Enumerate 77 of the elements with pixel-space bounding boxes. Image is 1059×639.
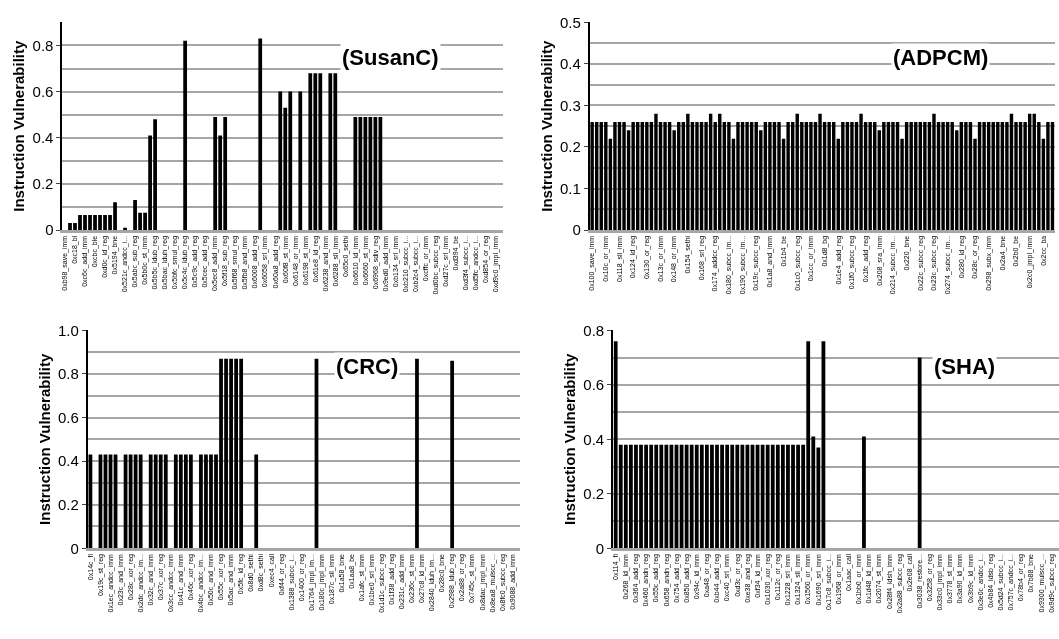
y-axis-title: Instruction Vulnerability: [561, 353, 579, 525]
bar: [996, 122, 1000, 231]
y-tick-label: 0.4: [58, 452, 79, 470]
bar: [183, 40, 188, 231]
y-tick-label: 0.1: [560, 179, 581, 197]
bar: [850, 122, 854, 231]
y-tick-label: 0.4: [560, 55, 581, 73]
bar: [415, 358, 419, 549]
bar: [298, 91, 303, 231]
bar: [213, 116, 218, 231]
bar: [923, 122, 927, 231]
y-tick-label: 0.2: [32, 175, 54, 193]
bar: [841, 122, 845, 231]
bar: [818, 113, 822, 231]
bar: [138, 454, 143, 549]
text: (CRC): [336, 354, 399, 379]
y-tick-label: 0.8: [58, 365, 79, 383]
y-tick-label: 0.6: [58, 408, 79, 426]
y-tick-label: 0.8: [583, 321, 605, 339]
y-tick-label: 0.2: [560, 138, 581, 156]
bar: [891, 122, 895, 231]
bar: [645, 122, 649, 231]
bar: [862, 436, 866, 549]
bar: [450, 360, 455, 549]
text: (SusanC): [342, 45, 439, 70]
y-tick-label: 0: [595, 539, 605, 557]
y-tick-label: 0.5: [560, 13, 581, 31]
bar: [736, 122, 740, 231]
y-tick-label: 0: [45, 221, 54, 239]
bar: [941, 122, 945, 231]
bar: [809, 122, 813, 231]
bar: [909, 122, 913, 231]
bar: [613, 122, 617, 231]
y-axis-title: Instruction Vulnerability: [35, 353, 53, 525]
bar: [786, 122, 790, 231]
bar: [932, 113, 936, 231]
bar: [882, 122, 886, 231]
text: (SHA): [934, 354, 996, 379]
y-tick-label: 0.3: [560, 96, 581, 114]
bar: [622, 122, 626, 231]
y-tick-label: 0.4: [32, 128, 54, 146]
bar: [917, 357, 922, 549]
y-tick-label: 0.2: [58, 495, 79, 513]
y-tick-label: 1.0: [58, 321, 79, 339]
y-axis-title: Instruction Vulnerability: [10, 39, 28, 212]
bar: [982, 122, 986, 231]
bar: [258, 38, 263, 231]
bar: [868, 122, 872, 231]
bar: [745, 122, 749, 231]
y-tick-label: 0: [572, 221, 581, 239]
bar: [686, 113, 690, 231]
bar: [353, 116, 358, 231]
bar: [663, 122, 667, 231]
bar: [278, 91, 283, 231]
bar: [631, 122, 635, 231]
y-tick-label: 0.2: [583, 485, 605, 503]
bar: [328, 73, 333, 231]
bar: [827, 122, 831, 231]
bar: [604, 122, 608, 231]
y-tick-label: 0.8: [32, 36, 54, 54]
bar: [768, 122, 772, 231]
bar: [1046, 122, 1050, 231]
text: (ADPCM): [893, 45, 989, 70]
y-tick-label: 0.4: [583, 430, 605, 448]
bar: [964, 122, 968, 231]
bar: [254, 454, 259, 549]
bar: [777, 122, 781, 231]
bar: [727, 122, 731, 231]
bar: [308, 73, 313, 231]
y-tick-label: 0.6: [583, 376, 605, 394]
y-tick-label: 0: [70, 539, 79, 557]
bar: [695, 122, 699, 231]
bar: [859, 113, 863, 231]
y-axis-title: Instruction Vulnerability: [537, 39, 555, 212]
y-tick-label: 0.6: [32, 82, 54, 100]
bar: [163, 454, 168, 549]
bar: [654, 113, 658, 231]
